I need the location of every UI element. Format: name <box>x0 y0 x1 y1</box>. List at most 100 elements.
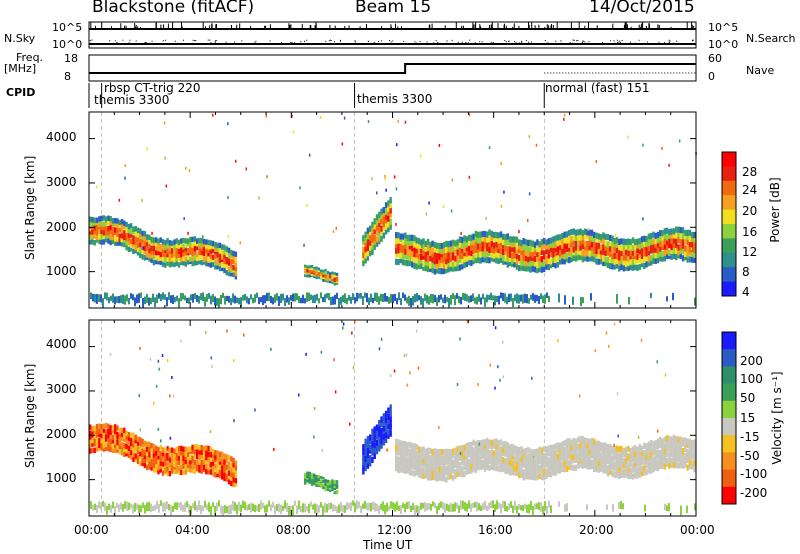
echo-cell <box>665 244 669 251</box>
echo-cell <box>604 453 607 460</box>
echo-cell <box>211 240 215 247</box>
echo-cell <box>422 238 425 245</box>
echo-cell <box>645 240 648 248</box>
echo-cell <box>458 462 462 469</box>
echo-cell <box>120 218 124 225</box>
echo-cell <box>474 461 478 468</box>
echo-cell <box>431 240 434 247</box>
echo-cell <box>89 438 92 444</box>
echo-cell <box>652 257 655 265</box>
xtick-1600: 16:00 <box>478 523 513 537</box>
echo-cell <box>189 462 192 469</box>
scatter-cell <box>430 294 432 303</box>
echo-cell <box>542 445 546 453</box>
echo-cell <box>221 265 224 272</box>
echo-cell <box>200 249 203 255</box>
echo-cell <box>155 467 158 473</box>
echo-cell <box>661 234 664 241</box>
echo-cell <box>554 459 557 466</box>
echo-cell <box>622 265 626 272</box>
echo-cell <box>513 261 516 268</box>
scatter-cell <box>148 501 150 512</box>
echo-cell <box>495 458 498 465</box>
echo-cell <box>638 471 641 478</box>
echo-cell <box>170 240 174 247</box>
nave-tick-top: 60 <box>708 52 722 65</box>
echo-cell <box>104 216 108 222</box>
echo-cell <box>442 252 446 259</box>
noise-cell <box>164 156 166 160</box>
echo-cell <box>395 455 398 462</box>
echo-cell <box>98 228 101 235</box>
echo-cell <box>483 442 487 450</box>
echo-cell <box>180 242 183 248</box>
echo-cell <box>456 462 459 469</box>
scatter-cell <box>412 296 414 306</box>
echo-cell <box>433 466 437 473</box>
echo-cell <box>659 449 662 456</box>
echo-cell <box>647 249 651 256</box>
echo-cell <box>572 442 575 450</box>
echo-cell <box>613 252 616 260</box>
echo-cell <box>499 256 503 263</box>
scatter-cell <box>238 297 240 305</box>
echo-cell <box>186 459 190 466</box>
echo-cell <box>308 271 311 275</box>
echo-cell <box>461 444 464 452</box>
echo-cell <box>173 468 176 474</box>
echo-cell <box>123 451 126 457</box>
echo-cell <box>463 449 466 456</box>
echo-cell <box>643 250 646 257</box>
scatter-cell <box>628 297 630 305</box>
echo-cell <box>615 450 619 457</box>
echo-cell <box>417 247 421 255</box>
echo-cell <box>98 442 101 449</box>
echo-cell <box>615 460 619 467</box>
scatter-cell <box>418 295 420 301</box>
echo-cell <box>463 458 466 465</box>
scatter-cell <box>198 500 200 511</box>
echo-cell <box>422 461 425 468</box>
echo-cell <box>150 257 153 264</box>
echo-cell <box>373 228 376 235</box>
scatter-cell <box>328 502 330 511</box>
echo-cell <box>313 475 316 479</box>
scatter-cell <box>338 504 340 513</box>
echo-cell <box>397 467 400 474</box>
scatter-cell <box>120 502 122 510</box>
echo-cell <box>218 456 222 462</box>
echo-cell <box>399 257 402 264</box>
echo-cell <box>389 415 392 422</box>
echo-cell <box>223 467 226 473</box>
echo-cell <box>429 463 432 471</box>
echo-cell <box>123 234 126 241</box>
echo-cell <box>586 240 589 248</box>
echo-cell <box>134 456 137 463</box>
echo-cell <box>111 238 115 245</box>
echo-cell <box>504 234 507 241</box>
echo-cell <box>93 425 96 431</box>
echo-cell <box>547 461 550 468</box>
echo-cell <box>420 239 423 246</box>
noise-cell <box>227 122 229 126</box>
echo-cell <box>513 240 516 248</box>
scatter-cell <box>96 294 98 304</box>
echo-cell <box>602 446 605 453</box>
echo-cell <box>643 450 646 457</box>
echo-cell <box>670 253 673 260</box>
echo-cell <box>558 458 562 465</box>
echo-cell <box>415 237 418 244</box>
echo-cell <box>364 460 367 467</box>
echo-cell <box>556 255 560 263</box>
echo-cell <box>613 258 616 265</box>
echo-cell <box>322 479 325 483</box>
power-ytick-3000: 3000 <box>46 175 77 189</box>
echo-cell <box>579 234 582 241</box>
echo-cell <box>438 470 441 478</box>
echo-cell <box>672 434 676 441</box>
echo-cell <box>640 454 644 461</box>
echo-cell <box>445 246 448 254</box>
scatter-cell <box>168 503 170 511</box>
echo-cell <box>618 452 621 459</box>
echo-cell <box>100 428 103 434</box>
